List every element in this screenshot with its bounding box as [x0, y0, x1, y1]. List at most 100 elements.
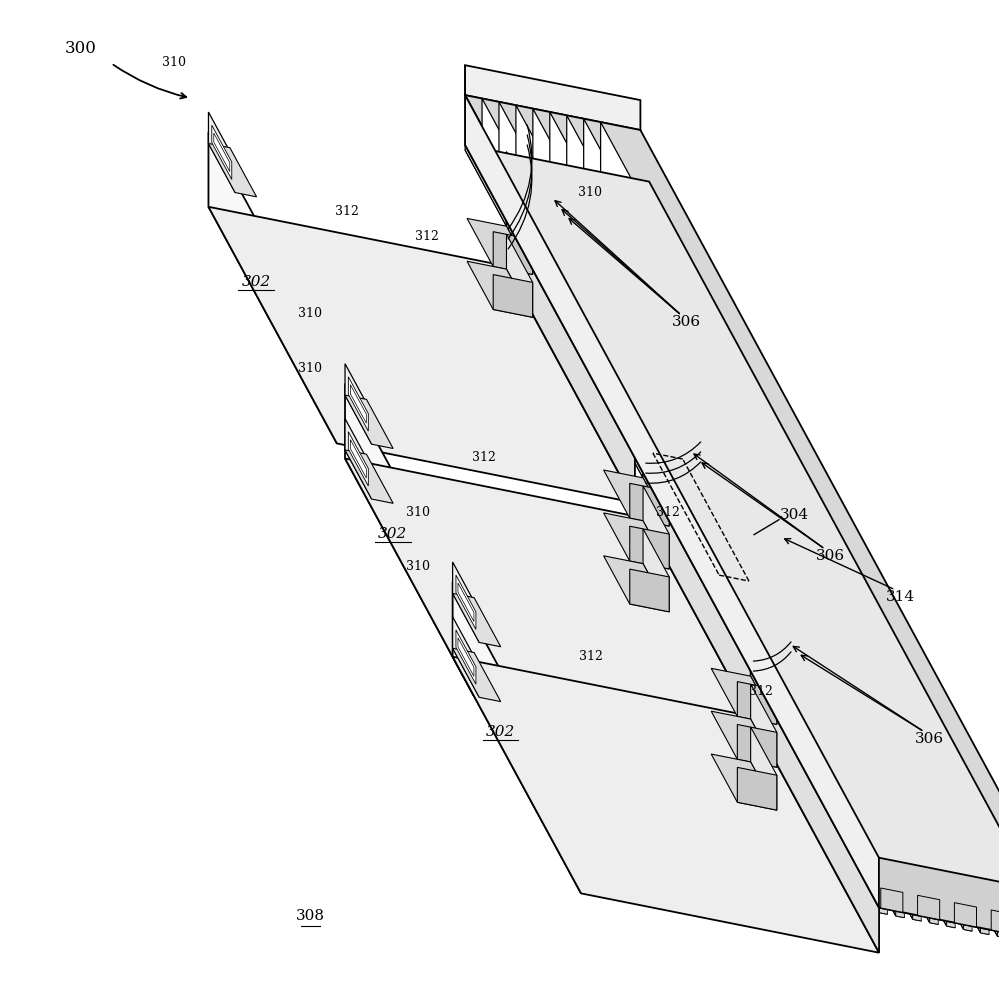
- Polygon shape: [584, 119, 997, 936]
- Polygon shape: [499, 157, 921, 921]
- Polygon shape: [964, 875, 972, 931]
- Polygon shape: [345, 364, 372, 444]
- Polygon shape: [506, 234, 533, 317]
- Polygon shape: [604, 513, 669, 569]
- Polygon shape: [896, 861, 904, 918]
- Polygon shape: [550, 167, 972, 931]
- Polygon shape: [456, 575, 476, 629]
- Polygon shape: [350, 439, 366, 478]
- Polygon shape: [348, 377, 368, 432]
- Polygon shape: [953, 824, 970, 846]
- Polygon shape: [643, 421, 771, 666]
- Polygon shape: [601, 177, 1000, 941]
- Polygon shape: [456, 630, 476, 684]
- Polygon shape: [567, 171, 989, 934]
- Polygon shape: [465, 150, 887, 915]
- Polygon shape: [751, 684, 777, 767]
- Polygon shape: [348, 432, 368, 486]
- Polygon shape: [482, 98, 896, 916]
- Polygon shape: [601, 122, 1000, 939]
- Polygon shape: [533, 164, 955, 928]
- Polygon shape: [643, 443, 771, 755]
- Polygon shape: [947, 871, 955, 928]
- Text: 310: 310: [406, 506, 430, 519]
- Polygon shape: [493, 275, 533, 317]
- Polygon shape: [991, 910, 1000, 934]
- Text: 310: 310: [406, 560, 430, 573]
- Polygon shape: [506, 191, 533, 275]
- Text: 314: 314: [886, 590, 915, 604]
- Polygon shape: [214, 133, 230, 172]
- Polygon shape: [465, 95, 879, 908]
- Polygon shape: [567, 115, 981, 932]
- Polygon shape: [516, 160, 938, 925]
- Polygon shape: [930, 868, 938, 925]
- Polygon shape: [499, 102, 913, 920]
- Polygon shape: [584, 174, 1000, 937]
- Polygon shape: [493, 232, 533, 275]
- Text: 306: 306: [816, 550, 845, 563]
- Polygon shape: [711, 711, 777, 767]
- Polygon shape: [458, 583, 474, 622]
- Polygon shape: [981, 878, 989, 934]
- Polygon shape: [751, 641, 879, 952]
- Text: 310: 310: [298, 308, 322, 320]
- Polygon shape: [465, 95, 1000, 893]
- Polygon shape: [453, 648, 501, 701]
- Polygon shape: [458, 638, 474, 677]
- Polygon shape: [506, 191, 635, 503]
- Polygon shape: [453, 617, 479, 697]
- Polygon shape: [212, 125, 232, 180]
- Polygon shape: [350, 385, 366, 424]
- Text: 306: 306: [915, 732, 944, 746]
- Polygon shape: [467, 261, 533, 317]
- Text: 312: 312: [749, 684, 773, 697]
- Polygon shape: [345, 458, 771, 755]
- Polygon shape: [465, 95, 879, 913]
- Polygon shape: [711, 669, 777, 724]
- Text: 312: 312: [415, 230, 439, 243]
- Polygon shape: [988, 831, 1000, 853]
- Polygon shape: [533, 108, 947, 927]
- Polygon shape: [453, 582, 581, 894]
- Polygon shape: [550, 112, 964, 930]
- Polygon shape: [345, 384, 473, 695]
- Polygon shape: [997, 881, 1000, 937]
- Text: 302: 302: [486, 725, 515, 739]
- Polygon shape: [643, 529, 669, 612]
- Polygon shape: [751, 727, 777, 810]
- Polygon shape: [918, 896, 940, 920]
- Polygon shape: [643, 486, 669, 569]
- Polygon shape: [482, 154, 904, 918]
- Polygon shape: [453, 657, 879, 952]
- Text: 312: 312: [579, 650, 603, 663]
- Polygon shape: [643, 443, 669, 526]
- Polygon shape: [879, 858, 887, 915]
- Polygon shape: [737, 682, 777, 724]
- Polygon shape: [604, 556, 669, 612]
- Polygon shape: [208, 144, 257, 196]
- Polygon shape: [467, 218, 533, 275]
- Polygon shape: [954, 903, 976, 927]
- Polygon shape: [465, 65, 640, 130]
- Polygon shape: [881, 888, 903, 913]
- Polygon shape: [630, 526, 669, 569]
- Polygon shape: [208, 112, 235, 192]
- Polygon shape: [345, 419, 372, 499]
- Text: 304: 304: [779, 508, 809, 522]
- Polygon shape: [506, 170, 635, 414]
- Polygon shape: [882, 810, 900, 832]
- Text: 308: 308: [296, 909, 325, 923]
- Polygon shape: [516, 105, 930, 923]
- Polygon shape: [465, 145, 1000, 944]
- Text: 310: 310: [298, 362, 322, 375]
- Polygon shape: [453, 562, 479, 643]
- Text: 306: 306: [672, 315, 701, 329]
- Text: 312: 312: [335, 204, 359, 218]
- Polygon shape: [751, 601, 879, 846]
- Polygon shape: [751, 641, 777, 724]
- Polygon shape: [604, 470, 669, 526]
- Polygon shape: [208, 132, 337, 443]
- Polygon shape: [208, 206, 635, 503]
- Polygon shape: [465, 65, 879, 858]
